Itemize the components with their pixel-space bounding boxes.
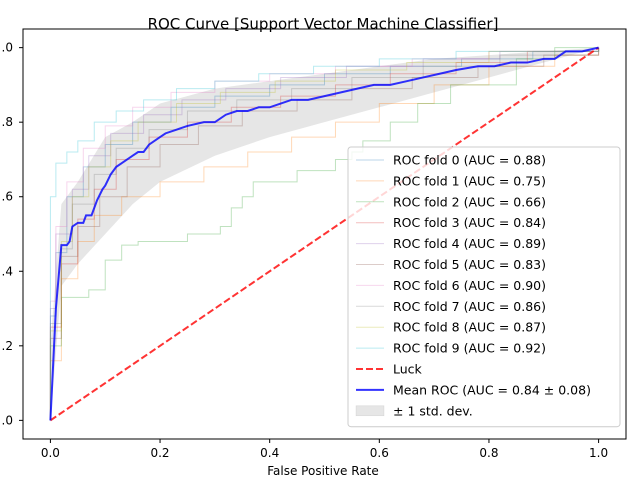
legend-swatch <box>355 405 385 417</box>
y-tick-label: .0 <box>2 413 13 427</box>
legend-entry-label: ± 1 std. dev. <box>393 403 473 418</box>
x-axis-label: False Positive Rate <box>267 464 379 478</box>
legend-entry-label: ROC fold 1 (AUC = 0.75) <box>393 173 546 188</box>
legend: ROC fold 0 (AUC = 0.88) ROC fold 1 (AUC =… <box>347 146 621 428</box>
plot-area-frame <box>22 28 627 440</box>
y-tick-label: .4 <box>2 264 13 278</box>
y-tick-label: .8 <box>2 115 13 129</box>
legend-entry-label: ROC fold 6 (AUC = 0.90) <box>393 278 546 293</box>
y-axis-ticks: .0 .2 .4 .6 .8 .0 <box>2 41 23 427</box>
series-line-roc-fold-8 <box>49 47 600 421</box>
legend-entry-label: ROC fold 3 (AUC = 0.84) <box>393 215 546 230</box>
chart-title: ROC Curve [Support Vector Machine Classi… <box>148 15 499 33</box>
legend-entry-label: ROC fold 7 (AUC = 0.86) <box>393 299 546 314</box>
x-tick-label: 0.2 <box>150 446 169 460</box>
series-line-roc-fold-6 <box>49 47 600 421</box>
legend-entry-label: Luck <box>393 362 423 377</box>
series-line-mean-roc <box>49 46 599 421</box>
x-tick-label: 0.0 <box>41 446 60 460</box>
legend-entry-label: ROC fold 9 (AUC = 0.92) <box>393 341 546 356</box>
std-dev-band <box>50 47 599 421</box>
legend-entry-label: ROC fold 4 (AUC = 0.89) <box>393 236 546 251</box>
x-tick-label: 1.0 <box>589 446 608 460</box>
series-line-roc-fold-2 <box>49 47 599 421</box>
y-tick-label: .6 <box>2 190 13 204</box>
x-tick-label: 0.8 <box>479 446 498 460</box>
series-line-roc-fold-9 <box>49 47 600 421</box>
legend-box <box>347 146 621 428</box>
legend-entry-label: ROC fold 2 (AUC = 0.66) <box>393 194 546 209</box>
legend-entry-label: ROC fold 8 (AUC = 0.87) <box>393 320 546 335</box>
legend-entry-label: ROC fold 0 (AUC = 0.88) <box>393 153 546 168</box>
series-line-luck <box>49 46 600 422</box>
y-tick-label: .2 <box>2 339 13 353</box>
series-line-roc-fold-0 <box>49 47 600 421</box>
series-line-roc-fold-5 <box>49 47 600 421</box>
x-axis-ticks: 0.0 0.2 0.4 0.6 0.8 1.0 <box>41 439 608 460</box>
series-line-roc-fold-1 <box>49 47 600 421</box>
legend-entry-label: ROC fold 5 (AUC = 0.83) <box>393 257 546 272</box>
x-tick-label: 0.6 <box>370 446 389 460</box>
series-line-roc-fold-7 <box>49 47 600 421</box>
legend-entry-label: Mean ROC (AUC = 0.84 ± 0.08) <box>393 382 591 397</box>
y-tick-label: .0 <box>2 41 13 55</box>
x-tick-label: 0.4 <box>260 446 279 460</box>
